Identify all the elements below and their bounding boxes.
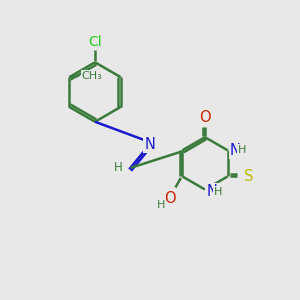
Text: Cl: Cl: [88, 34, 102, 49]
Text: H: H: [214, 187, 223, 197]
Text: N: N: [145, 136, 155, 152]
Text: H: H: [238, 145, 246, 155]
Text: S: S: [244, 169, 253, 184]
Text: CH₃: CH₃: [82, 71, 103, 81]
Text: H: H: [157, 200, 165, 210]
Text: N: N: [206, 184, 217, 200]
Text: O: O: [164, 191, 176, 206]
Text: N: N: [230, 143, 241, 158]
Text: O: O: [199, 110, 211, 125]
Text: H: H: [113, 161, 122, 174]
